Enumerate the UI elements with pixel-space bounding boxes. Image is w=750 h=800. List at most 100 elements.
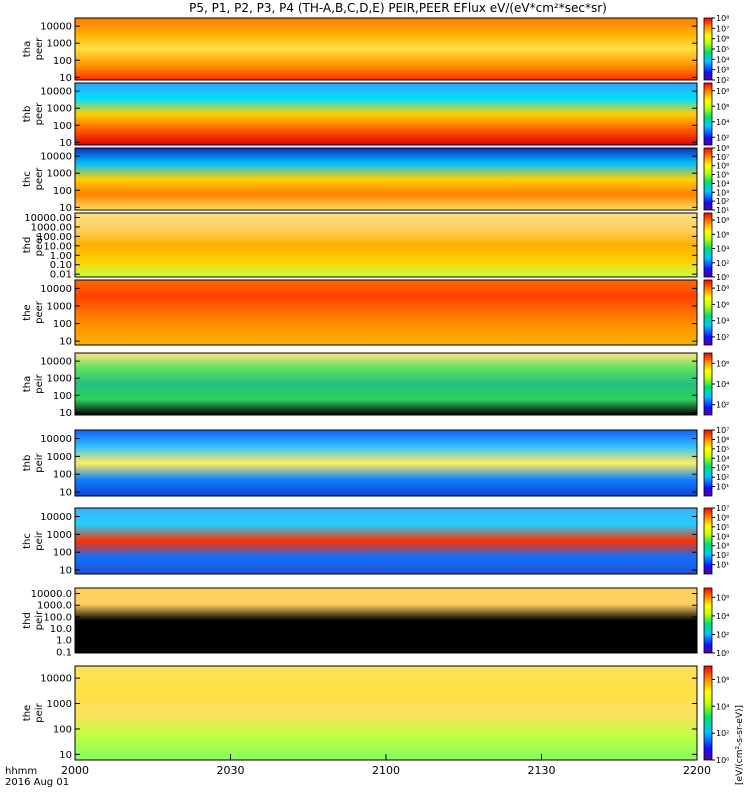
panel-label-product: peer [34, 167, 45, 191]
x-axis-date-label: 2016 Aug 01 [5, 777, 70, 788]
panel-frame [74, 17, 698, 81]
panel-label-product: peer [34, 102, 45, 126]
colorbar-tick-label: 10⁴ [716, 380, 729, 389]
panel-label-product: peer [34, 233, 45, 257]
y-tick-label: 100.00 [37, 232, 72, 243]
colorbar-tick-label: 10⁸ [716, 284, 729, 293]
y-tick-label: 10 [59, 488, 72, 499]
y-tick-label: 10.0 [50, 624, 72, 635]
y-tick-label: 10000 [40, 87, 72, 98]
panel-thb_peer: 10 100 1000 10000 thb peer 10² 10⁴ 10⁶ 10⁸ [22, 82, 729, 149]
colorbar-tick-label: 10⁸ [716, 144, 729, 153]
colorbar-tick-label: 10⁷ [716, 24, 729, 33]
colorbar-tick-label: 10¹ [716, 483, 729, 492]
colorbar-tick-label: 10³ [716, 464, 729, 473]
y-tick-label: 1000 [47, 374, 72, 385]
panel-the_peir: 10 100 1000 10000 the peir 10⁰ 10² 10⁴ 10⁶ [22, 665, 729, 765]
colorbar-tick-label: 10⁸ [716, 87, 729, 96]
x-axis-unit-label: hhmm [5, 766, 38, 777]
spectrogram-image [75, 148, 697, 210]
x-tick-label: 2030 [217, 764, 245, 777]
y-tick-label: 1000 [47, 39, 72, 50]
colorbar-tick-label: 10⁰ [716, 756, 729, 765]
panel-label-probe: tha [22, 376, 33, 392]
colorbar-tick-label: 10⁵ [716, 523, 729, 532]
colorbar-tick-label: 10⁸ [716, 216, 729, 225]
spectrogram-image [75, 18, 697, 80]
panel-label-product: peer [34, 300, 45, 324]
colorbar-tick-label: 10⁸ [716, 14, 729, 23]
y-tick-label: 100 [53, 548, 72, 559]
colorbar-tick-label: 10⁴ [716, 702, 729, 711]
colorbar-tick-label: 10⁷ [716, 153, 729, 162]
panel-label-probe: thc [22, 171, 33, 187]
panel-label-product: peir [34, 530, 45, 550]
y-tick-label: 10000 [40, 512, 72, 523]
y-tick-label: 10000.0 [31, 589, 72, 600]
colorbar-tick-label: 10³ [716, 542, 729, 551]
colorbar-tick-label: 10⁶ [716, 35, 729, 44]
panel-frame [74, 279, 698, 346]
colorbar-tick-label: 10² [716, 473, 729, 482]
y-tick-label: 1000.0 [37, 601, 72, 612]
colorbar-tick-label: 10³ [716, 188, 729, 197]
colorbar-tick-label: 10⁴ [716, 532, 729, 541]
colorbar-tick-label: 10⁶ [716, 513, 729, 522]
panel-frame [74, 82, 698, 146]
colorbar-tick-label: 10⁰ [716, 649, 729, 658]
colorbar [703, 352, 713, 416]
y-tick-label: 10 [59, 203, 72, 214]
colorbar-tick-label: 10⁴ [716, 612, 729, 621]
colorbar-tick-label: 10⁴ [716, 245, 729, 254]
colorbar [703, 82, 713, 146]
y-tick-label: 10 [59, 566, 72, 577]
y-tick-label: 1.0 [56, 636, 72, 647]
y-tick-label: 1000 [47, 452, 72, 463]
colorbar-tick-label: 10⁶ [716, 230, 729, 239]
colorbar-tick-label: 10³ [716, 66, 729, 75]
panel-tha_peir: 10 100 1000 10000 tha peir 10² 10⁴ 10⁶ [22, 352, 729, 419]
spectrogram-image [75, 83, 697, 145]
colorbar-tick-label: 10⁵ [716, 171, 729, 180]
panel-frame [74, 429, 698, 497]
x-tick-label: 2200 [683, 764, 711, 777]
panel-label-product: peer [34, 37, 45, 61]
colorbar-units-label: [eV/(cm²-s-sr-eV)] [735, 705, 745, 785]
panel-label-product: peir [34, 610, 45, 630]
panel-label-probe: the [22, 705, 33, 721]
panel-label-product: peir [34, 702, 45, 722]
y-tick-label: 100.0 [43, 612, 72, 623]
colorbar-tick-label: 10⁴ [716, 317, 729, 326]
panel-label-probe: thb [22, 455, 33, 472]
y-tick-label: 100 [53, 56, 72, 67]
colorbar-tick-label: 10² [716, 76, 729, 85]
panel-label-probe: thb [22, 106, 33, 123]
panel-frame [74, 352, 698, 416]
colorbar-tick-label: 10⁰ [716, 273, 729, 282]
colorbar [703, 587, 713, 654]
colorbar-tick-label: 10² [716, 401, 729, 410]
spectrogram-image [75, 666, 697, 760]
colorbar-tick-label: 10² [716, 197, 729, 206]
x-tick-label: 2000 [61, 764, 89, 777]
y-tick-label: 10 [59, 138, 72, 149]
panel-label-probe: thd [22, 612, 33, 629]
colorbar [703, 147, 713, 211]
spectrogram-image [75, 280, 697, 345]
y-tick-label: 1000.00 [31, 222, 72, 233]
spectrogram-image [75, 588, 697, 653]
panel-label-probe: the [22, 304, 33, 320]
colorbar [703, 17, 713, 81]
y-tick-label: 10 [59, 750, 72, 761]
colorbar-tick-label: 10⁴ [716, 118, 729, 127]
y-tick-label: 100 [53, 470, 72, 481]
colorbar-tick-label: 10⁴ [716, 179, 729, 188]
colorbar-tick-label: 10² [716, 133, 729, 142]
colorbar-tick-label: 10⁶ [716, 435, 729, 444]
colorbar-tick-label: 10² [716, 630, 729, 639]
y-tick-label: 10000 [40, 674, 72, 685]
panel-frame [74, 587, 698, 654]
